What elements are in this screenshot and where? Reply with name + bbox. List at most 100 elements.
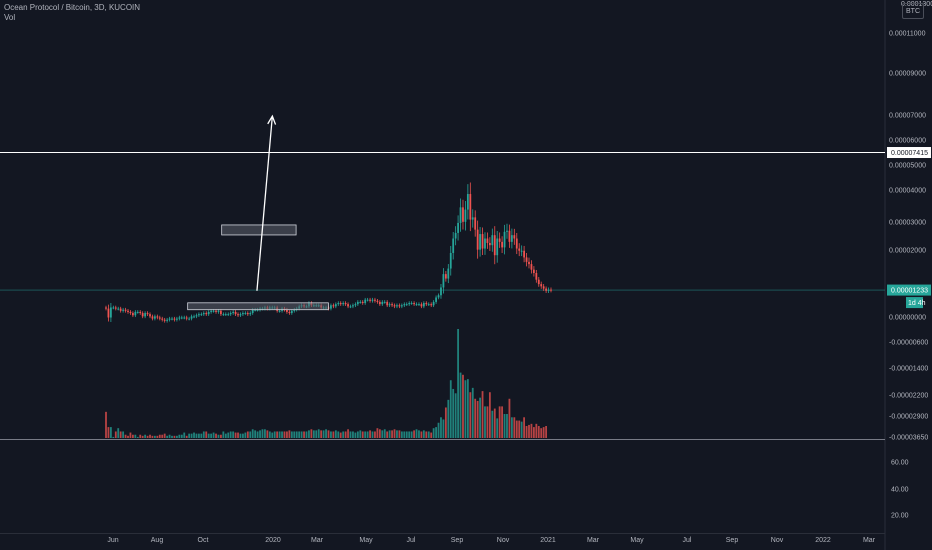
- volume-bar: [488, 392, 491, 438]
- candle: [163, 317, 166, 323]
- price-axis-label: -0.00003650: [889, 435, 928, 442]
- volume-bar: [107, 427, 110, 438]
- volume-bar: [119, 431, 122, 438]
- volume-bar: [415, 429, 418, 438]
- candle: [532, 266, 535, 277]
- volume-bar: [295, 431, 298, 438]
- volume-bar: [273, 431, 276, 438]
- candle-body: [459, 207, 462, 223]
- candle: [356, 300, 359, 306]
- candle: [498, 232, 501, 248]
- candle-body: [234, 311, 237, 315]
- candle-body: [356, 301, 359, 305]
- candle: [183, 315, 186, 320]
- volume-bar: [210, 433, 213, 438]
- volume-bar: [503, 414, 506, 438]
- volume-bar: [205, 431, 208, 438]
- candle: [488, 237, 491, 251]
- candle: [376, 299, 379, 304]
- candle-body: [210, 310, 213, 312]
- price-axis-label: -0.00000600: [889, 340, 928, 347]
- candle-body: [464, 209, 467, 222]
- candle-body: [256, 309, 259, 311]
- candle-body: [229, 313, 232, 315]
- volume-bar: [535, 423, 538, 438]
- candle: [205, 311, 208, 316]
- candle: [471, 209, 474, 228]
- volume-bar: [310, 429, 313, 438]
- candle-body: [457, 222, 459, 233]
- candle: [242, 311, 244, 316]
- candle: [435, 295, 437, 304]
- candle-body: [364, 299, 367, 304]
- candle-body: [391, 304, 393, 306]
- candle-body: [462, 207, 464, 222]
- candle-body: [180, 317, 183, 319]
- volume-bar: [305, 431, 308, 438]
- candle-body: [361, 301, 364, 304]
- candle: [246, 311, 249, 316]
- candle: [339, 301, 342, 306]
- candle: [486, 232, 489, 249]
- candle-body: [422, 303, 425, 307]
- volume-bar: [151, 435, 154, 438]
- volume-bar: [134, 434, 137, 438]
- candle: [545, 286, 548, 293]
- volume-bar: [308, 430, 310, 438]
- volume-bar: [195, 433, 198, 438]
- candle-body: [430, 304, 433, 306]
- volume-bar: [444, 407, 447, 438]
- candle: [146, 311, 149, 316]
- candle: [229, 311, 232, 316]
- candle: [388, 302, 391, 308]
- candle-body: [168, 318, 171, 320]
- volume-bar: [388, 430, 391, 438]
- candle: [202, 311, 205, 316]
- candle: [410, 301, 413, 305]
- volume-bar: [476, 400, 479, 438]
- candle: [337, 301, 340, 306]
- candle: [371, 297, 374, 303]
- currency-button[interactable]: BTC: [902, 3, 924, 19]
- volume-bar: [217, 434, 220, 438]
- candle: [369, 297, 371, 303]
- volume-bar: [229, 431, 232, 438]
- candle-body: [410, 303, 413, 305]
- volume-bar: [537, 426, 540, 438]
- volume-bar: [254, 430, 257, 438]
- candle-body: [239, 314, 242, 316]
- candle: [244, 311, 247, 315]
- candle: [109, 302, 112, 323]
- volume-bar: [283, 431, 286, 438]
- candle: [459, 198, 462, 232]
- volume-bar: [290, 431, 293, 438]
- candle-body: [185, 317, 188, 319]
- volume-bar: [418, 430, 420, 438]
- volume-bar: [190, 433, 193, 438]
- time-axis-label: Mar: [311, 537, 324, 544]
- candle-body: [518, 248, 521, 251]
- projection-arrow-head: [267, 114, 277, 125]
- candle: [359, 300, 362, 304]
- candle: [464, 200, 467, 231]
- candle: [515, 232, 518, 255]
- candle: [383, 300, 386, 304]
- candle-body: [171, 318, 173, 320]
- candle-body: [425, 303, 428, 305]
- countdown-tag: [906, 297, 923, 309]
- candle: [166, 317, 169, 323]
- volume-bar: [105, 411, 107, 438]
- volume-bar: [281, 431, 283, 438]
- candle-body: [525, 257, 528, 262]
- volume-bar: [249, 431, 252, 438]
- candle: [178, 315, 181, 321]
- price-axis-label: 0.00002000: [889, 248, 926, 255]
- candle: [427, 302, 430, 306]
- candle-body: [254, 309, 257, 311]
- volume-bar: [300, 431, 303, 438]
- volume-bar: [149, 434, 151, 438]
- candle: [550, 287, 552, 293]
- volume-bar: [207, 433, 210, 438]
- time-axis-label: Nov: [771, 537, 784, 544]
